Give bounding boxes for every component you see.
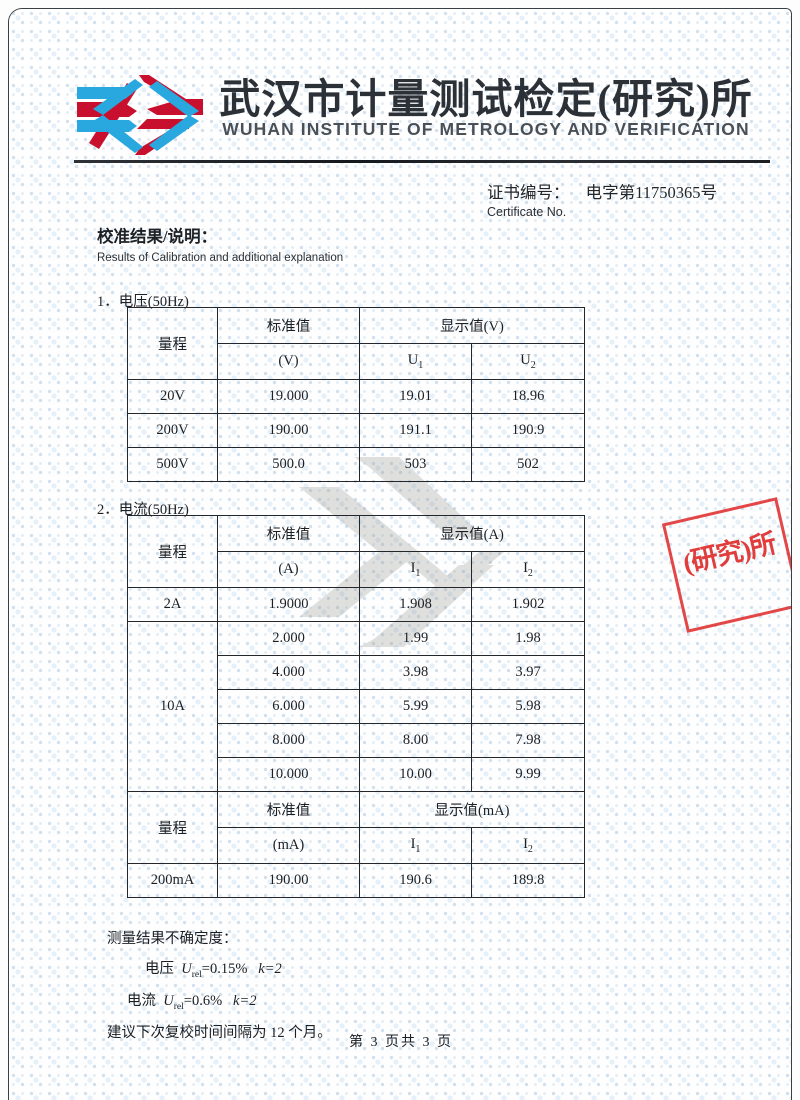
header-displayed: 显示值(V)	[359, 307, 585, 344]
cell-standard: 4.000	[217, 655, 360, 690]
certificate-number-block: 证书编号： 电字第11750365号 Certificate No.	[487, 179, 717, 219]
header-standard-ma: 标准值	[217, 791, 360, 828]
cell-display-1: 1.99	[359, 621, 472, 656]
table-subheader-row: (A) I1 I2	[128, 551, 585, 588]
cell-display-2: 5.98	[471, 689, 585, 724]
cell-standard: 8.000	[217, 723, 360, 758]
certificate-number-label: 证书编号：	[487, 183, 570, 202]
section-title-current: 2．电流(50Hz)	[97, 502, 189, 518]
header-standard-unit-ma: (mA)	[217, 827, 360, 864]
header-standard: 标准值	[217, 515, 360, 552]
cell-display-1: 503	[359, 447, 472, 482]
header-display-2: U2	[471, 343, 585, 380]
cell-display-2: 1.98	[471, 621, 585, 656]
note-voltage-uncertainty: 电压 Urel=0.15% k=2	[145, 961, 282, 980]
header-displayed-ma: 显示值(mA)	[359, 791, 585, 828]
cell-display-2: 189.8	[471, 863, 585, 898]
official-red-stamp: (研究)所	[661, 497, 791, 633]
cell-range: 200mA	[127, 863, 218, 898]
cell-display-1: 8.00	[359, 723, 472, 758]
table-header-row-ma: 量程 标准值 显示值(mA)	[127, 791, 585, 864]
header-displayed: 显示值(A)	[359, 515, 585, 552]
cell-standard: 6.000	[217, 689, 360, 724]
cell-standard: 2.000	[217, 621, 360, 656]
cell-range: 2A	[127, 587, 218, 622]
cell-display-2: 190.9	[471, 413, 585, 448]
cell-display-1: 3.98	[359, 655, 472, 690]
cell-standard: 500.0	[217, 447, 360, 482]
header-range: 量程	[127, 515, 218, 588]
table-row: 10A 2.000 1.99 1.98	[127, 621, 585, 792]
results-heading-en: Results of Calibration and additional ex…	[97, 252, 344, 264]
header-standard-unit: (A)	[217, 551, 360, 588]
page-footer: 第 3 页共 3 页	[349, 1035, 453, 1050]
table-header-row: 量程 标准值 显示值(V)	[127, 307, 585, 380]
certificate-number-value: 电字第11750365号	[585, 183, 718, 202]
header-standard: 标准值	[217, 307, 360, 344]
cell-standard: 1.9000	[217, 587, 360, 622]
institute-logo-icon	[77, 75, 203, 155]
section-title-voltage: 1．电压(50Hz)	[97, 294, 189, 310]
cell-standard: 19.000	[217, 379, 360, 414]
cell-display-1: 191.1	[359, 413, 472, 448]
letterhead: 武汉市计量测试检定(研究)所 WUHAN INSTITUTE OF METROL…	[69, 67, 769, 162]
header-display-1-ma: I1	[359, 827, 472, 864]
table-row: 4.000 3.98 3.97	[128, 655, 585, 690]
header-display-2: I2	[471, 551, 585, 588]
scanned-sheet: 武汉市计量测试检定(研究)所 WUHAN INSTITUTE OF METROL…	[8, 8, 792, 1100]
notes-title: 测量结果不确定度：	[107, 931, 238, 947]
header-range-ma: 量程	[127, 791, 218, 864]
cell-range: 500V	[127, 447, 218, 482]
results-heading-cn: 校准结果/说明：	[97, 227, 218, 246]
stamp-text: (研究)所	[680, 528, 779, 579]
voltage-measurement-table: 量程 标准值 显示值(V) (V) U1 U2 20V 19.000 19.01…	[127, 307, 585, 482]
table-subheader-row: (V) U1 U2	[128, 343, 585, 380]
table-header-row: 量程 标准值 显示值(A)	[127, 515, 585, 588]
cell-display-2: 7.98	[471, 723, 585, 758]
cell-display-1: 19.01	[359, 379, 472, 414]
organization-name-en: WUHAN INSTITUTE OF METROLOGY AND VERIFIC…	[222, 119, 750, 139]
current-measurement-table: 量程 标准值 显示值(A) (A) I1 I2 2A 1.9000 1.908 …	[127, 515, 585, 898]
cell-display-2: 502	[471, 447, 585, 482]
cell-standard: 10.000	[217, 757, 360, 792]
table-row: 200V 190.00 191.1 190.9	[127, 413, 585, 448]
cell-display-2: 9.99	[471, 757, 585, 792]
header-display-1: U1	[359, 343, 472, 380]
note-recalibration-interval: 建议下次复校时间间隔为 12 个月。	[107, 1024, 332, 1041]
table-row: 500V 500.0 503 502	[127, 447, 585, 482]
cell-range-10a: 10A	[127, 621, 218, 792]
cell-display-1: 190.6	[359, 863, 472, 898]
header-range: 量程	[127, 307, 218, 380]
header-standard-unit: (V)	[217, 343, 360, 380]
cell-display-2: 1.902	[471, 587, 585, 622]
cell-range: 20V	[127, 379, 218, 414]
stamp-border	[661, 497, 791, 633]
cell-range: 200V	[127, 413, 218, 448]
cell-display-1: 10.00	[359, 757, 472, 792]
table-row: 8.000 8.00 7.98	[128, 723, 585, 758]
certificate-number-label-en: Certificate No.	[487, 205, 567, 219]
organization-name-cn: 武汉市计量测试检定(研究)所	[219, 76, 753, 122]
table-row: 20V 19.000 19.01 18.96	[127, 379, 585, 414]
header-divider	[74, 160, 770, 163]
header-display-2-ma: I2	[471, 827, 585, 864]
note-current-uncertainty: 电流 Urel=0.6% k=2	[127, 992, 257, 1012]
table-row: 2A 1.9000 1.908 1.902	[127, 587, 585, 622]
table-row: 200mA 190.00 190.6 189.8	[127, 863, 585, 898]
results-heading: 校准结果/说明： Results of Calibration and addi…	[97, 223, 343, 264]
table-row: 6.000 5.99 5.98	[128, 689, 585, 724]
cell-display-1: 1.908	[359, 587, 472, 622]
cell-display-1: 5.99	[359, 689, 472, 724]
cell-standard: 190.00	[217, 413, 360, 448]
cell-display-2: 18.96	[471, 379, 585, 414]
header-display-1: I1	[359, 551, 472, 588]
cell-display-2: 3.97	[471, 655, 585, 690]
cell-standard: 190.00	[217, 863, 360, 898]
uncertainty-notes: 测量结果不确定度： 电压 Urel=0.15% k=2 电流 Urel=0.6%…	[107, 927, 332, 1042]
